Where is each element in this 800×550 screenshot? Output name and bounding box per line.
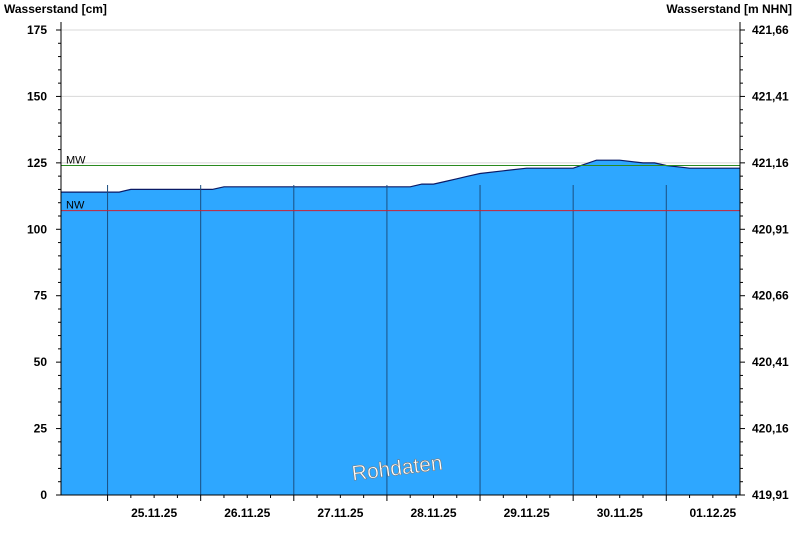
right-axis-title: Wasserstand [m NHN] [666,2,792,16]
left-tick-label: 150 [27,89,47,103]
x-tick-label: 25.11.25 [131,506,177,520]
x-tick-label: 29.11.25 [504,506,550,520]
ref-label-mw: MW [66,155,86,167]
left-tick-label: 75 [34,289,48,303]
water-level-line [61,159,740,193]
right-tick-label: 420,16 [752,422,789,436]
water-level-area [61,160,740,495]
x-tick-label: 27.11.25 [317,506,363,520]
right-tick-label: 419,91 [752,488,789,502]
x-axis-ticks: 25.11.25 26.11.25 27.11.25 28.11.25 29.11.25… [107,495,737,520]
left-tick-label: 100 [27,222,47,236]
ref-label-nw: NW [66,200,85,212]
left-axis-ticks: 0 25 50 75 100 125 150 175 [27,23,61,502]
left-axis-title: Wasserstand [cm] [4,2,107,16]
right-tick-label: 421,66 [752,23,789,37]
reference-lines: MW NW [61,155,740,212]
right-tick-label: 420,91 [752,222,789,236]
day-boundary-lines [107,185,667,495]
right-tick-label: 420,41 [752,355,789,369]
left-tick-label: 25 [34,422,48,436]
x-tick-label: 30.11.25 [597,506,643,520]
right-axis-ticks: 419,91 420,16 420,41 420,66 420,91 421,16 421,… [740,23,789,502]
left-tick-label: 0 [40,488,47,502]
right-tick-label: 420,66 [752,289,789,303]
x-tick-label: 28.11.25 [410,506,456,520]
left-tick-label: 175 [27,23,47,37]
left-tick-label: 50 [34,355,48,369]
left-tick-label: 125 [27,156,47,170]
x-tick-label: 01.12.25 [689,506,736,520]
right-tick-label: 421,16 [752,156,789,170]
right-tick-label: 421,41 [752,89,789,103]
x-tick-label: 26.11.25 [224,506,270,520]
